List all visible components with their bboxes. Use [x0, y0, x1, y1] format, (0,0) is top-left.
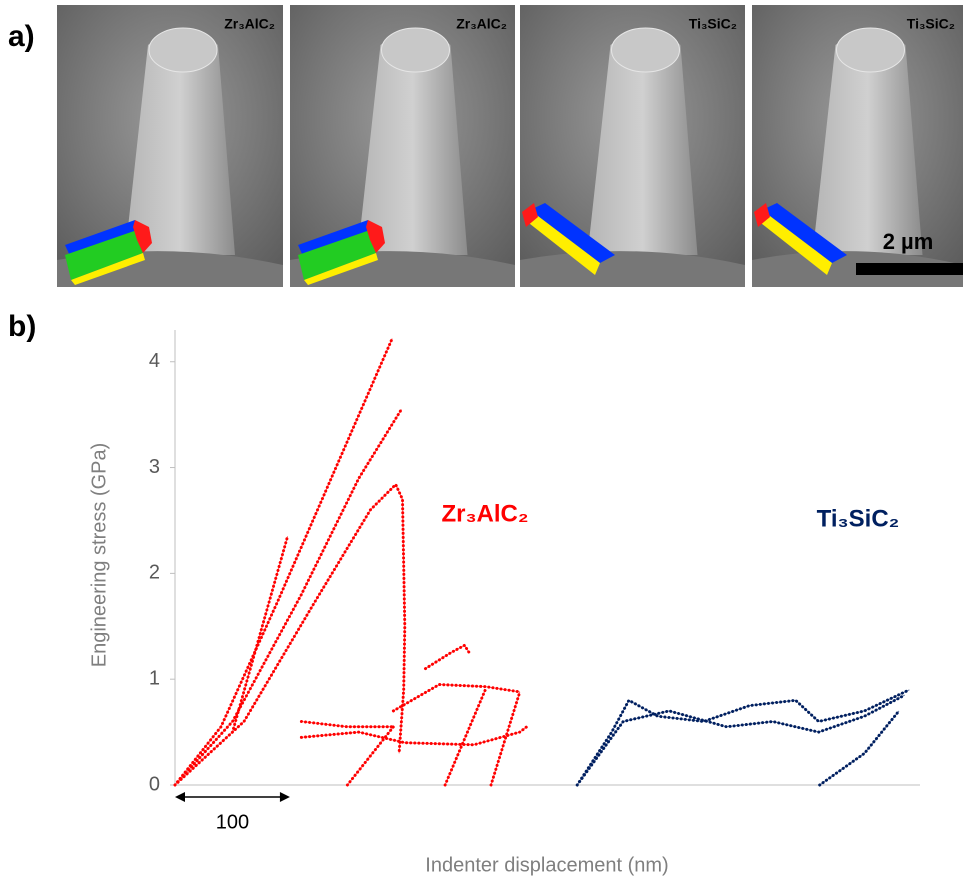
- prism-face: [530, 203, 615, 263]
- series-line: [173, 337, 529, 787]
- sem-image: Zr₃AlC₂: [57, 5, 283, 287]
- panel-label: a): [8, 20, 35, 53]
- x-axis-title: Indenter displacement (nm): [425, 854, 668, 876]
- pillar-top: [836, 27, 905, 73]
- y-tick-label: 0: [149, 773, 160, 795]
- pillar: [357, 30, 468, 255]
- prism-face: [762, 203, 847, 263]
- y-tick-label: 3: [149, 456, 160, 478]
- series-line-core: [174, 338, 528, 786]
- y-tick-label: 1: [149, 667, 160, 689]
- scale-bar: [856, 263, 963, 275]
- image-label: Zr₃AlC₂: [224, 16, 275, 32]
- prism-face: [525, 210, 600, 275]
- y-tick-label: 4: [149, 350, 160, 372]
- image-label: Ti₃SiC₂: [689, 16, 737, 32]
- pillar: [587, 30, 698, 255]
- prism-end: [754, 203, 770, 227]
- y-axis-title: Engineering stress (GPa): [88, 443, 110, 668]
- pillar-top: [148, 27, 218, 73]
- series-label: Zr₃AlC₂: [441, 500, 528, 527]
- series-line-core: [576, 689, 910, 786]
- series-label: Ti₃SiC₂: [817, 505, 900, 532]
- prism-face: [71, 253, 145, 285]
- chart: Engineering stress (GPa) Indenter displa…: [88, 330, 920, 876]
- image-label: Ti₃SiC₂: [907, 16, 955, 32]
- prism-end: [522, 203, 538, 227]
- prism-end: [133, 220, 152, 253]
- pillar-top: [611, 27, 680, 73]
- pillar: [812, 30, 923, 255]
- scale-bar-label: 2 µm: [883, 229, 934, 254]
- sem-image: Ti₃SiC₂ 2 µm: [752, 5, 963, 287]
- image-label: Zr₃AlC₂: [456, 16, 507, 32]
- y-tick-label: 2: [149, 562, 160, 584]
- sem-image: Ti₃SiC₂: [520, 5, 745, 287]
- pillar: [125, 30, 235, 255]
- image-row: Zr₃AlC₂ Zr₃AlC₂ Ti₃SiC₂ Ti₃SiC₂ 2 µm: [57, 5, 963, 287]
- prism-face: [304, 253, 378, 285]
- pillar-top: [381, 27, 450, 73]
- prism-end: [366, 220, 385, 253]
- prism-face: [298, 230, 376, 280]
- panel-label: b): [8, 310, 36, 343]
- scale-label: 100: [216, 811, 249, 833]
- prism-face: [757, 210, 832, 275]
- sem-image: Zr₃AlC₂: [290, 5, 515, 287]
- prism-face: [65, 230, 143, 280]
